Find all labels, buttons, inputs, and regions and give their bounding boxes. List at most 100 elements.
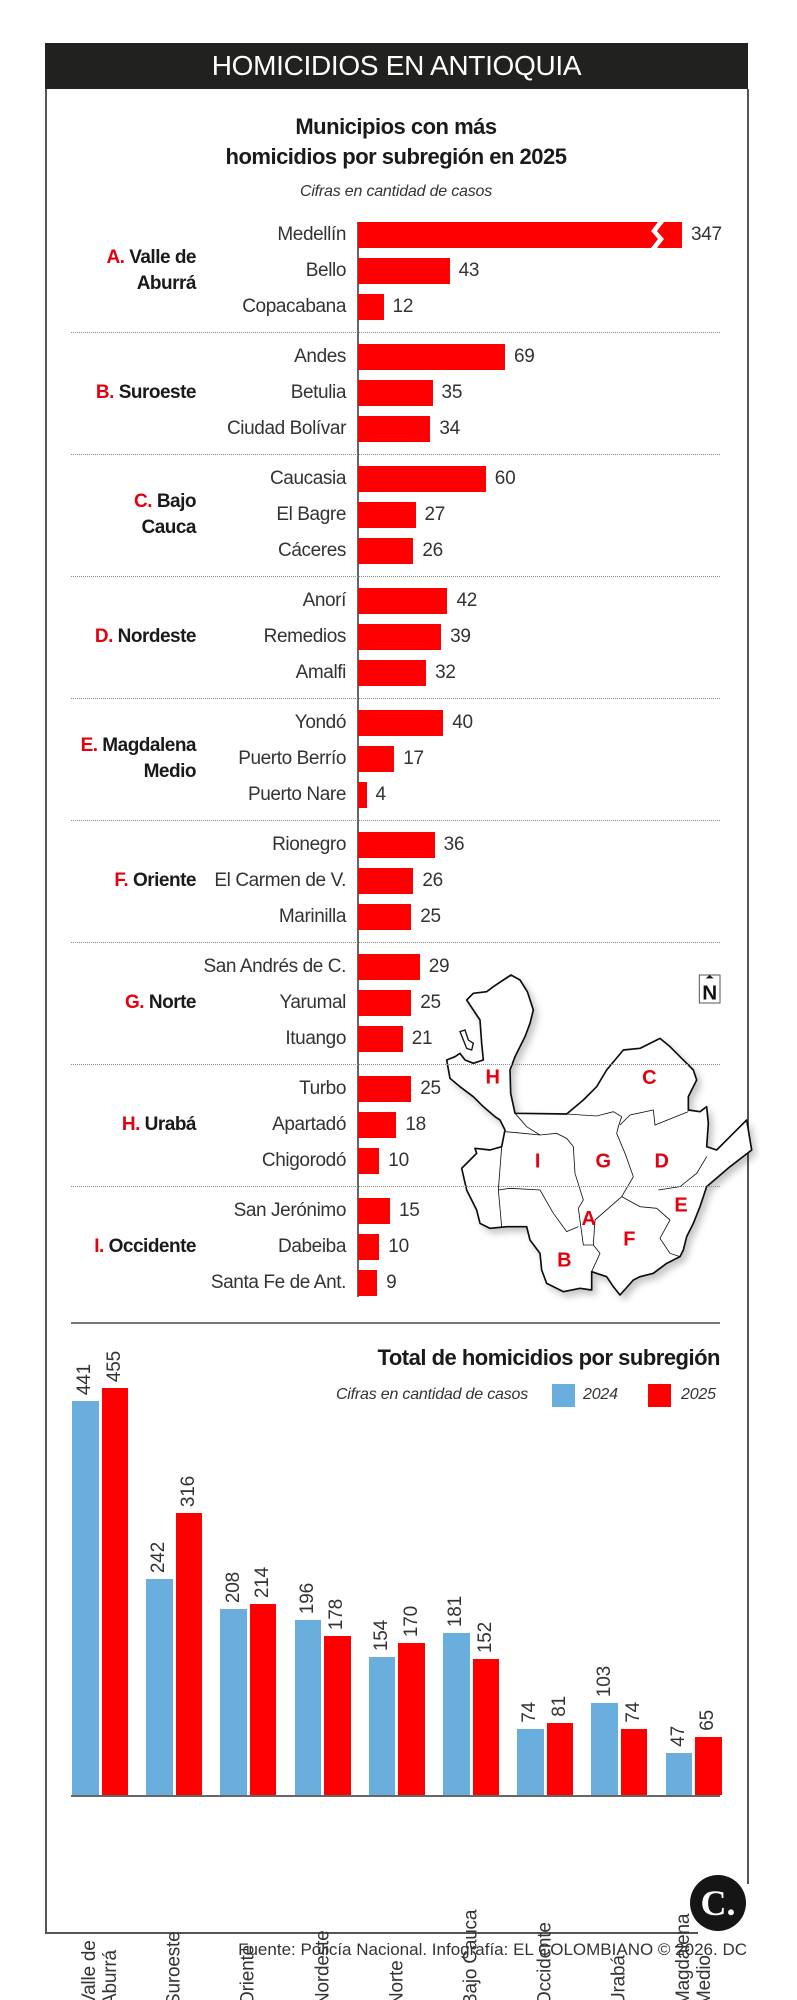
group-label-line: Medio bbox=[46, 759, 197, 785]
municipality-bar bbox=[358, 294, 384, 320]
municipality-bar bbox=[358, 1270, 378, 1296]
group-name: Norte bbox=[148, 992, 197, 1013]
map-label-h: H bbox=[485, 1066, 499, 1088]
group-separator bbox=[71, 698, 720, 699]
municipality-value: 32 bbox=[435, 662, 456, 683]
el-colombiano-logo: C. bbox=[690, 1875, 746, 1931]
group-name: Suroeste bbox=[118, 382, 197, 403]
municipality-label: Cáceres bbox=[278, 540, 346, 561]
bar-value-label: 178 bbox=[326, 1598, 348, 1630]
bar-2025 bbox=[695, 1736, 722, 1795]
municipality-label: Puerto Berrío bbox=[238, 748, 346, 769]
group-label: E. Magdalena Medio bbox=[46, 733, 197, 785]
municipality-value: 4 bbox=[375, 784, 387, 805]
municipality-bar bbox=[358, 416, 431, 442]
bar-value-label: 81 bbox=[548, 1695, 570, 1717]
municipality-bar bbox=[358, 1026, 403, 1052]
bar-value-label: 154 bbox=[371, 1620, 393, 1652]
group-label: D. Nordeste bbox=[46, 624, 197, 650]
group-label-line: H. Urabá bbox=[46, 1112, 197, 1138]
group-label-line: I. Occidente bbox=[46, 1234, 196, 1260]
municipality-label: Dabeiba bbox=[278, 1236, 346, 1257]
group-label-line: Cauca bbox=[46, 515, 196, 541]
bar-value-label: 65 bbox=[697, 1710, 719, 1731]
municipality-label: Betulia bbox=[290, 382, 347, 403]
bar-value-label: 103 bbox=[593, 1665, 615, 1697]
bar-value-label: 455 bbox=[103, 1351, 125, 1383]
municipality-value: 12 bbox=[392, 296, 414, 317]
municipality-value: 69 bbox=[513, 346, 535, 367]
category-label-line: Medio bbox=[693, 1955, 715, 2000]
municipality-label: El Bagre bbox=[276, 504, 346, 525]
group-label-line: D. Nordeste bbox=[46, 624, 197, 650]
map-gulf-island bbox=[459, 1029, 475, 1051]
municipality-label: Rionegro bbox=[272, 834, 346, 855]
municipality-label: Copacabana bbox=[242, 296, 346, 317]
bar-value-label: 196 bbox=[296, 1582, 318, 1614]
bar-2025 bbox=[620, 1728, 648, 1795]
map-label-c: C bbox=[642, 1067, 656, 1089]
bar-2025 bbox=[175, 1512, 203, 1795]
group-label: B. Suroeste bbox=[46, 380, 197, 406]
municipality-value: 17 bbox=[403, 748, 424, 769]
municipality-bar bbox=[358, 538, 414, 564]
municipality-bar bbox=[358, 624, 442, 650]
chart1-title-line1: Municipios con más bbox=[295, 114, 497, 139]
category-label-line: Bajo Cauca bbox=[460, 1909, 482, 2000]
category-label-line: Nordeste bbox=[312, 1930, 334, 2000]
group-name: Magdalena bbox=[102, 735, 196, 756]
group-separator bbox=[71, 1186, 720, 1187]
municipality-bar bbox=[358, 746, 395, 772]
group-letter: A. bbox=[106, 247, 130, 268]
municipality-label: Ciudad Bolívar bbox=[226, 418, 346, 439]
category-label-line: Suroeste bbox=[163, 1931, 185, 2000]
municipality-value: 25 bbox=[420, 906, 441, 927]
municipality-value: 27 bbox=[424, 504, 446, 525]
group-label-line: C. Bajo bbox=[46, 489, 196, 515]
municipality-label: Turbo bbox=[299, 1078, 346, 1099]
group-separator bbox=[71, 454, 720, 455]
group-label-line: Aburrá bbox=[46, 271, 197, 297]
category-label-line: Occidente bbox=[534, 1922, 556, 2000]
municipality-bar bbox=[358, 990, 412, 1016]
bar-2024 bbox=[220, 1609, 247, 1795]
municipality-bar bbox=[358, 954, 420, 980]
bar-value-label: 214 bbox=[252, 1566, 274, 1598]
group-label: F. Oriente bbox=[46, 868, 196, 894]
footer-source: Fuente: Policía Nacional. Infografía: EL… bbox=[238, 1940, 747, 1959]
municipality-value: 25 bbox=[420, 1078, 441, 1099]
group-separator bbox=[71, 1064, 720, 1065]
municipality-label: Amalfi bbox=[295, 662, 347, 683]
municipality-bar bbox=[358, 868, 414, 894]
municipality-value: 40 bbox=[452, 712, 473, 733]
municipality-bar bbox=[358, 660, 427, 686]
chart2-subtitle: Cifras en cantidad de casos bbox=[335, 1386, 528, 1403]
map-label-a: A bbox=[581, 1208, 595, 1230]
category-label: Magdalena Medio bbox=[673, 1806, 715, 2000]
group-name: Oriente bbox=[132, 870, 197, 891]
municipality-value: 10 bbox=[388, 1236, 409, 1257]
bar-2024 bbox=[443, 1633, 470, 1795]
group-label-line: G. Norte bbox=[46, 990, 196, 1016]
municipality-label: San Andrés de C. bbox=[203, 956, 346, 977]
category-label: Oriente bbox=[238, 1806, 259, 2000]
category-label: Occidente bbox=[535, 1806, 556, 2000]
bar-2024 bbox=[72, 1401, 99, 1795]
category-label-line: Aburrá bbox=[100, 1950, 121, 2000]
chart1-title-line2: homicidios por subregión en 2025 bbox=[225, 144, 567, 169]
municipality-bar bbox=[358, 1234, 380, 1260]
bar-2025 bbox=[546, 1722, 574, 1795]
group-letter: F. bbox=[114, 870, 133, 891]
bar-value-label: 181 bbox=[445, 1596, 467, 1628]
municipality-value: 26 bbox=[422, 540, 443, 561]
bar-2025 bbox=[398, 1643, 425, 1795]
municipality-label: Chigorodó bbox=[261, 1150, 346, 1171]
bar-value-label: 208 bbox=[222, 1572, 244, 1604]
municipality-bar bbox=[358, 502, 416, 528]
group-name: Medio bbox=[143, 761, 197, 782]
map-label-e: E bbox=[674, 1195, 687, 1217]
frame-border-right bbox=[747, 89, 749, 1884]
group-name: Valle de bbox=[129, 247, 196, 268]
group-separator bbox=[71, 820, 720, 821]
bar-2025 bbox=[324, 1635, 351, 1795]
